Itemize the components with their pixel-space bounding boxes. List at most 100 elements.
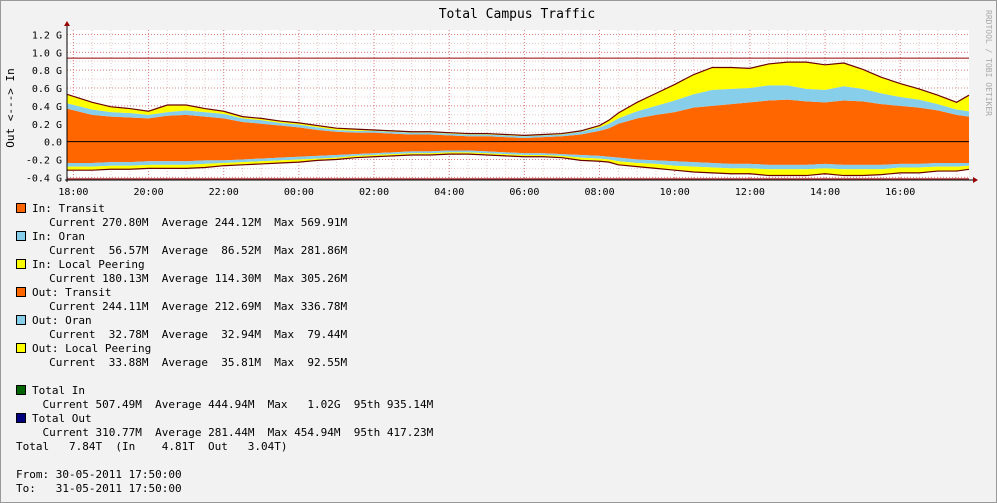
area-out-local-peering <box>67 152 969 176</box>
area-in-transit <box>67 99 969 142</box>
stat-current: 270.80M <box>102 216 149 229</box>
y-tick-label: 0.0 <box>44 138 62 149</box>
stat-label: Average <box>148 244 215 257</box>
stat-label: 95th <box>340 426 387 439</box>
stat-label: Max <box>254 426 295 439</box>
x-tick-label: 18:00 <box>58 187 88 198</box>
x-tick-label: 02:00 <box>359 187 389 198</box>
x-tick-label: 16:00 <box>885 187 915 198</box>
x-tick-label: 22:00 <box>209 187 239 198</box>
stat-label: Average <box>148 328 215 341</box>
legend-entry: In: Local Peering <box>16 258 145 272</box>
x-tick-label: 08:00 <box>585 187 615 198</box>
y-axis-label: Out <---> In <box>4 68 17 147</box>
stat-average: 244.12M <box>214 216 262 229</box>
x-tick-label: 00:00 <box>284 187 314 198</box>
stat-average: 86.52M <box>214 244 262 257</box>
stat-label: Current <box>16 426 96 439</box>
stat-max: 79.44M <box>300 328 348 341</box>
stat-current: 32.78M <box>102 328 149 341</box>
stat-label: Max <box>261 272 301 285</box>
legend-stats: Current 56.57M Average 86.52M Max 281.86… <box>16 244 347 258</box>
x-tick-label: 06:00 <box>509 187 539 198</box>
legend-label: In: Local Peering <box>32 258 145 271</box>
stat-p95: 417.23M <box>386 426 434 439</box>
stat-label: Average <box>148 216 215 229</box>
y-tick-label: 1.2 G <box>32 30 62 41</box>
legend-swatch <box>16 343 26 353</box>
total-label: Total In <box>32 384 85 397</box>
stat-label: Current <box>16 398 96 411</box>
stat-label: Current <box>16 272 103 285</box>
stat-label: Current <box>16 356 103 369</box>
stat-current: 310.77M <box>95 426 142 439</box>
stat-current: 244.11M <box>102 300 149 313</box>
stat-max: 454.94M <box>294 426 341 439</box>
y-tick-label: 0.2 G <box>32 120 62 131</box>
legend-entry: In: Transit <box>16 202 105 216</box>
total-volume-text: Total 7.84T (In 4.81T Out 3.04T) <box>16 440 288 453</box>
legend-stats: Current 180.13M Average 114.30M Max 305.… <box>16 272 347 286</box>
legend-stats: Current 270.80M Average 244.12M Max 569.… <box>16 216 347 230</box>
stat-max: 305.26M <box>300 272 348 285</box>
to-date: To: 31-05-2011 17:50:00 <box>16 482 182 496</box>
total-entry: Total Out <box>16 412 92 426</box>
stat-label: Max <box>261 356 301 369</box>
total-stats: Current 507.49M Average 444.94M Max 1.02… <box>16 398 433 412</box>
stat-current: 507.49M <box>95 398 142 411</box>
stat-average: 212.69M <box>214 300 262 313</box>
stat-current: 180.13M <box>102 272 149 285</box>
stat-label: Current <box>16 300 103 313</box>
legend-swatch <box>16 203 26 213</box>
y-tick-label: 1.0 G <box>32 48 62 59</box>
from-date-text: From: 30-05-2011 17:50:00 <box>16 468 182 481</box>
legend-label: Out: Local Peering <box>32 342 152 355</box>
legend-label: Out: Oran <box>32 314 92 327</box>
legend-swatch <box>16 315 26 325</box>
stat-label: Current <box>16 328 103 341</box>
stat-label: Average <box>141 426 209 439</box>
legend-entry: In: Oran <box>16 230 85 244</box>
x-tick-label: 10:00 <box>660 187 690 198</box>
stat-current: 33.88M <box>102 356 149 369</box>
legend-swatch <box>16 231 26 241</box>
legend-stats: Current 32.78M Average 32.94M Max 79.44M <box>16 328 347 342</box>
stat-label: Max <box>261 216 301 229</box>
y-tick-label: 0.8 G <box>32 66 62 77</box>
total-swatch <box>16 413 26 423</box>
x-tick-label: 20:00 <box>134 187 164 198</box>
y-tick-label: -0.2 G <box>26 155 62 166</box>
chart-title: Total Campus Traffic <box>439 7 596 22</box>
total-stats: Current 310.77M Average 281.44M Max 454.… <box>16 426 433 440</box>
stat-label: Average <box>141 398 209 411</box>
stat-label: Max <box>261 328 301 341</box>
total-out-line <box>67 153 970 177</box>
x-tick-label: 14:00 <box>810 187 840 198</box>
from-date: From: 30-05-2011 17:50:00 <box>16 468 182 482</box>
stat-label: Max <box>261 244 301 257</box>
y-tick-label: -0.4 G <box>26 173 62 184</box>
area-out-oran <box>67 150 969 170</box>
legend-label: In: Transit <box>32 202 105 215</box>
area-out-transit <box>67 141 969 165</box>
stat-label: Average <box>148 356 215 369</box>
stat-max: 569.91M <box>300 216 348 229</box>
legend-stats: Current 33.88M Average 35.81M Max 92.55M <box>16 356 347 370</box>
stat-average: 281.44M <box>208 426 255 439</box>
watermark: RRDTOOL / TOBI OETIKER <box>984 10 993 116</box>
y-tick-label: 0.4 G <box>32 102 62 113</box>
legend-entry: Out: Local Peering <box>16 342 151 356</box>
total-entry: Total In <box>16 384 85 398</box>
legend-entry: Out: Transit <box>16 286 111 300</box>
x-tick-label: 12:00 <box>735 187 765 198</box>
stat-label: Current <box>16 216 103 229</box>
stat-p95: 935.14M <box>386 398 434 411</box>
total-label: Total Out <box>32 412 92 425</box>
stat-average: 444.94M <box>208 398 255 411</box>
legend-swatch <box>16 287 26 297</box>
to-date-text: To: 31-05-2011 17:50:00 <box>16 482 182 495</box>
y-axis-arrow <box>64 21 70 26</box>
stat-average: 32.94M <box>214 328 262 341</box>
